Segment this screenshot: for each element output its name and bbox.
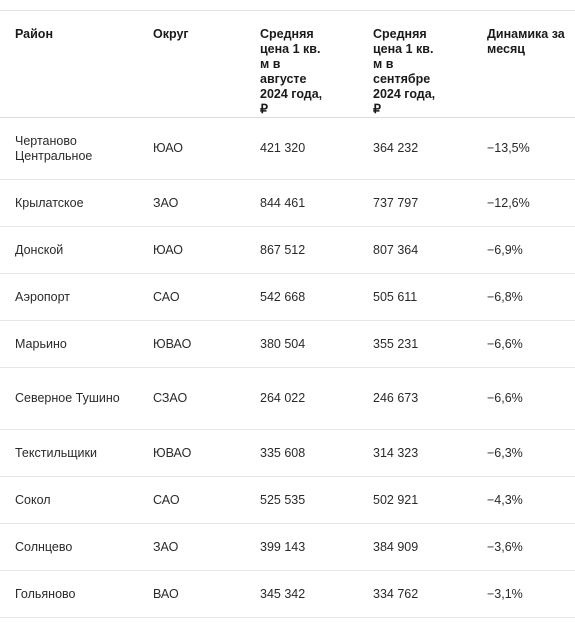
cell-price-august: 421 320 — [245, 117, 358, 180]
cell-district: Сокол — [0, 476, 138, 524]
cell-price-august: 844 461 — [245, 179, 358, 227]
cell-monthly-change: −4,3% — [472, 476, 575, 524]
cell-price-september: 384 909 — [358, 523, 472, 571]
cell-price-september: 502 921 — [358, 476, 472, 524]
cell-price-august: 380 504 — [245, 320, 358, 368]
cell-okrug: ЮВАО — [138, 320, 245, 368]
cell-okrug: САО — [138, 476, 245, 524]
table-row: Чертаново Центральное ЮАО 421 320 364 23… — [0, 117, 575, 180]
cell-price-september: 355 231 — [358, 320, 472, 368]
table-header-row: Район Округ Средняя цена 1 кв. м в авгус… — [0, 11, 575, 118]
table-row: Крылатское ЗАО 844 461 737 797 −12,6% — [0, 179, 575, 227]
table-top-border — [0, 10, 575, 11]
cell-monthly-change: −6,8% — [472, 273, 575, 321]
cell-monthly-change: −6,6% — [472, 367, 575, 430]
cell-price-september: 505 611 — [358, 273, 472, 321]
cell-price-september: 314 323 — [358, 429, 472, 477]
cell-okrug: ЗАО — [138, 179, 245, 227]
cell-district: Донской — [0, 226, 138, 274]
price-dynamics-table: Район Округ Средняя цена 1 кв. м в авгус… — [0, 11, 575, 618]
cell-price-august: 525 535 — [245, 476, 358, 524]
table-row: Северное Тушино СЗАО 264 022 246 673 −6,… — [0, 367, 575, 430]
cell-monthly-change: −13,5% — [472, 117, 575, 180]
header-okrug: Округ — [138, 11, 245, 118]
cell-price-august: 867 512 — [245, 226, 358, 274]
cell-okrug: САО — [138, 273, 245, 321]
cell-price-september: 334 762 — [358, 570, 472, 618]
table-row: Аэропорт САО 542 668 505 611 −6,8% — [0, 273, 575, 321]
cell-price-september: 364 232 — [358, 117, 472, 180]
table-row: Донской ЮАО 867 512 807 364 −6,9% — [0, 226, 575, 274]
cell-price-september: 807 364 — [358, 226, 472, 274]
cell-district: Северное Тушино — [0, 367, 138, 430]
cell-monthly-change: −3,6% — [472, 523, 575, 571]
cell-price-august: 264 022 — [245, 367, 358, 430]
cell-monthly-change: −12,6% — [472, 179, 575, 227]
cell-monthly-change: −6,6% — [472, 320, 575, 368]
cell-monthly-change: −6,3% — [472, 429, 575, 477]
table-row: Сокол САО 525 535 502 921 −4,3% — [0, 476, 575, 524]
header-price-august: Средняя цена 1 кв. м в августе 2024 года… — [245, 11, 358, 118]
cell-price-august: 335 608 — [245, 429, 358, 477]
table-row: Текстильщики ЮВАО 335 608 314 323 −6,3% — [0, 429, 575, 477]
cell-price-august: 542 668 — [245, 273, 358, 321]
cell-price-september: 737 797 — [358, 179, 472, 227]
cell-okrug: ЮВАО — [138, 429, 245, 477]
cell-price-september: 246 673 — [358, 367, 472, 430]
table-row: Солнцево ЗАО 399 143 384 909 −3,6% — [0, 523, 575, 571]
cell-district: Аэропорт — [0, 273, 138, 321]
cell-price-august: 345 342 — [245, 570, 358, 618]
cell-price-august: 399 143 — [245, 523, 358, 571]
header-monthly-change: Динамика за месяц — [472, 11, 575, 118]
header-district: Район — [0, 11, 138, 118]
cell-okrug: ЮАО — [138, 226, 245, 274]
cell-okrug: ЗАО — [138, 523, 245, 571]
cell-okrug: ВАО — [138, 570, 245, 618]
cell-district: Солнцево — [0, 523, 138, 571]
cell-monthly-change: −3,1% — [472, 570, 575, 618]
table-row: Марьино ЮВАО 380 504 355 231 −6,6% — [0, 320, 575, 368]
cell-district: Чертаново Центральное — [0, 117, 138, 180]
header-price-september: Средняя цена 1 кв. м в сентябре 2024 год… — [358, 11, 472, 118]
cell-district: Крылатское — [0, 179, 138, 227]
cell-okrug: ЮАО — [138, 117, 245, 180]
cell-okrug: СЗАО — [138, 367, 245, 430]
cell-district: Гольяново — [0, 570, 138, 618]
cell-district: Марьино — [0, 320, 138, 368]
table-row: Гольяново ВАО 345 342 334 762 −3,1% — [0, 570, 575, 618]
cell-district: Текстильщики — [0, 429, 138, 477]
cell-monthly-change: −6,9% — [472, 226, 575, 274]
